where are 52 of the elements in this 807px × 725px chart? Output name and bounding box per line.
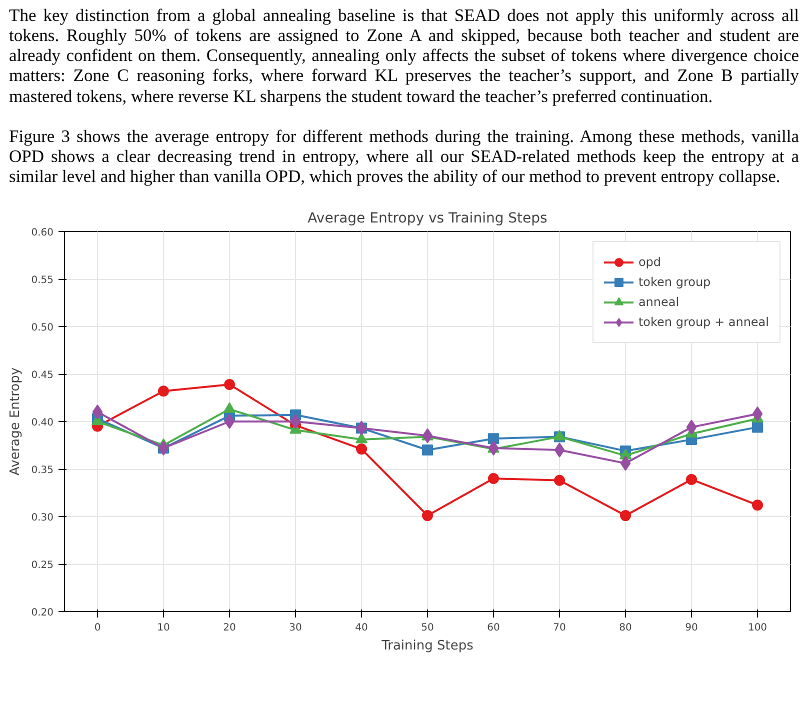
x-tick-label: 0 (94, 622, 101, 634)
point (158, 386, 169, 397)
y-tick-label: 0.60 (31, 228, 54, 238)
point (224, 378, 235, 390)
x-tick-label: 40 (355, 622, 368, 634)
y-tick-label: 0.35 (31, 465, 54, 476)
point (422, 444, 433, 456)
point (620, 456, 631, 471)
x-tick-label: 70 (553, 622, 566, 634)
y-tick-label: 0.25 (31, 560, 54, 571)
point (224, 414, 235, 429)
point (488, 440, 499, 456)
x-tick-label: 100 (748, 622, 768, 634)
x-tick-label: 80 (619, 622, 632, 634)
y-tick-label: 0.40 (31, 418, 54, 428)
x-tick-label: 30 (289, 622, 302, 634)
point (422, 510, 433, 522)
x-tick-label: 10 (157, 622, 170, 634)
y-tick-label: 0.45 (31, 370, 54, 381)
point (686, 474, 697, 485)
point (92, 404, 103, 420)
point (752, 406, 763, 422)
point (488, 473, 499, 484)
point (422, 428, 433, 444)
y-tick-label: 0.20 (31, 608, 54, 618)
point (356, 444, 367, 455)
x-axis-title: Training Steps (380, 638, 474, 654)
x-tick-label: 60 (487, 622, 500, 634)
point (224, 402, 236, 413)
y-tick-label: 0.55 (31, 275, 54, 286)
point (554, 442, 565, 458)
legend-label: token group + anneal (638, 315, 769, 329)
caption: Figure 3 shows the average entropy for different methods during the training. Among these methods, vanilla OPD shows a clear decreasing trend in entropy, where all our SEAD-related methods keep the entropy at a similar level and higher than vanilla OPD, which proves the ability of our method to prevent entropy collapse. (9, 126, 799, 186)
point (488, 433, 499, 444)
point (752, 500, 763, 511)
point (752, 422, 763, 433)
point (554, 474, 565, 486)
legend-label: opd (638, 255, 662, 269)
point (290, 414, 301, 429)
y-tick-label: 0.50 (31, 322, 54, 334)
legend-label: token group (638, 275, 711, 289)
point (620, 510, 631, 522)
y-axis-title: Average Entropy (8, 367, 24, 476)
x-tick-label: 50 (421, 622, 434, 634)
y-tick-label: 0.30 (31, 512, 54, 524)
x-tick-label: 20 (223, 622, 236, 634)
chart-title: Average Entropy vs Training Steps (308, 210, 548, 226)
point (686, 420, 697, 435)
legend-label: anneal (638, 295, 680, 309)
point (356, 432, 368, 444)
x-tick-label: 90 (685, 622, 698, 634)
text: The key distinction from a global annealing baseline is that SEAD does not apply this uniformly across all tokens. Roughly 50% of tokens are assigned to Zone A and skipped, because both teacher and student are already confident on them. Consequently, annealing only affects the subset of tokens where divergence choice matters: Zone C reasoning forks, where forward KL preserves the teacher’s support, and Zone B partially mastered tokens, where reverse KL sharpens the student toward the teacher’s preferred continuation. (9, 5, 799, 106)
